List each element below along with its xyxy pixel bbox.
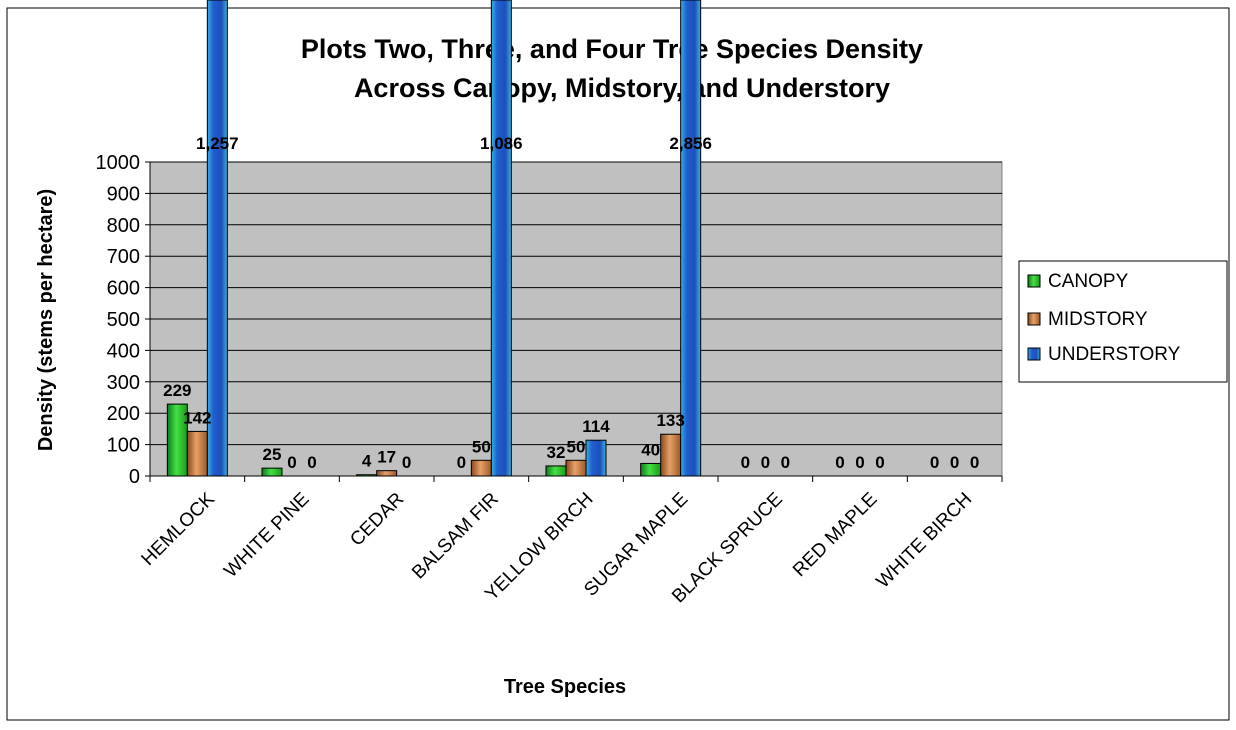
bar-sugar-maple-understory <box>680 0 702 477</box>
bar-sugar-maple-midstory <box>660 433 682 477</box>
data-label-hemlock-canopy: 229 <box>163 381 191 400</box>
data-label-red-maple-midstory: 0 <box>855 453 864 472</box>
gridlines <box>150 161 1002 446</box>
data-label-balsam-fir-canopy: 0 <box>457 453 466 472</box>
y-tick-label: 0 <box>129 466 140 488</box>
data-label-yellow-birch-understory: 114 <box>582 417 610 436</box>
data-label-black-spruce-midstory: 0 <box>761 453 770 472</box>
y-tick-label: 200 <box>107 403 140 425</box>
y-tick-label: 900 <box>107 183 140 205</box>
chart-title-line-2: Across Canopy, Midstory, and Understory <box>354 73 890 103</box>
legend-label-midstory: MIDSTORY <box>1048 309 1148 330</box>
data-label-cedar-canopy: 4 <box>362 452 372 471</box>
legend-label-canopy: CANOPY <box>1048 271 1129 292</box>
bar-white-pine-canopy <box>261 467 283 477</box>
data-label-yellow-birch-canopy: 32 <box>547 443 566 462</box>
y-tick-label: 100 <box>107 435 140 457</box>
bar-yellow-birch-midstory <box>565 459 587 477</box>
data-label-balsam-fir-understory: 1,086 <box>480 134 523 153</box>
bar-hemlock-understory <box>206 0 228 477</box>
bars <box>166 0 702 477</box>
bar-yellow-birch-understory <box>585 439 607 477</box>
legend-box <box>1018 260 1228 383</box>
y-tick-label: 400 <box>107 340 140 362</box>
chart-title-line-1: Plots Two, Three, and Four Tree Species … <box>301 34 923 64</box>
bar-sugar-maple-canopy <box>640 462 662 477</box>
data-label-hemlock-midstory: 142 <box>183 408 211 427</box>
data-label-white-birch-midstory: 0 <box>950 453 959 472</box>
legend-swatch-canopy <box>1027 274 1041 288</box>
data-label-red-maple-canopy: 0 <box>835 453 844 472</box>
data-label-sugar-maple-midstory: 133 <box>656 411 684 430</box>
y-tick-label: 800 <box>107 215 140 237</box>
legend-swatch-understory <box>1027 347 1041 361</box>
bar-yellow-birch-canopy <box>545 465 567 477</box>
y-tick-label: 300 <box>107 372 140 394</box>
data-label-cedar-understory: 0 <box>402 453 411 472</box>
data-label-black-spruce-canopy: 0 <box>741 453 750 472</box>
x-axis-label: Tree Species <box>504 676 626 698</box>
data-label-white-birch-canopy: 0 <box>930 453 939 472</box>
data-label-white-pine-canopy: 25 <box>263 445 282 464</box>
data-label-white-pine-midstory: 0 <box>287 453 296 472</box>
y-axis-label: Density (stems per hectare) <box>35 189 57 451</box>
bar-cedar-midstory <box>376 470 398 477</box>
data-label-white-birch-understory: 0 <box>970 453 979 472</box>
data-label-cedar-midstory: 17 <box>377 448 396 467</box>
data-label-red-maple-understory: 0 <box>875 453 884 472</box>
y-axis-ticks: 0 100 200 300 400 500 600 700 800 900 1000 <box>96 152 150 488</box>
data-label-hemlock-understory: 1,257 <box>196 134 239 153</box>
data-label-black-spruce-understory: 0 <box>781 453 790 472</box>
bar-balsam-fir-midstory <box>470 459 492 477</box>
data-label-balsam-fir-midstory: 50 <box>472 437 491 456</box>
y-tick-label: 600 <box>107 278 140 300</box>
legend-label-understory: UNDERSTORY <box>1048 344 1181 365</box>
legend: CANOPY MIDSTORY UNDERSTORY <box>1018 260 1228 383</box>
bar-balsam-fir-understory <box>490 0 512 477</box>
data-label-sugar-maple-canopy: 40 <box>641 440 660 459</box>
data-label-yellow-birch-midstory: 50 <box>567 437 586 456</box>
y-tick-label: 1000 <box>96 152 141 174</box>
y-tick-label: 700 <box>107 246 140 268</box>
data-label-white-pine-understory: 0 <box>307 453 316 472</box>
bar-hemlock-midstory <box>186 430 208 477</box>
y-tick-label: 500 <box>107 309 140 331</box>
data-label-sugar-maple-understory: 2,856 <box>669 134 712 153</box>
legend-swatch-midstory <box>1027 312 1041 326</box>
